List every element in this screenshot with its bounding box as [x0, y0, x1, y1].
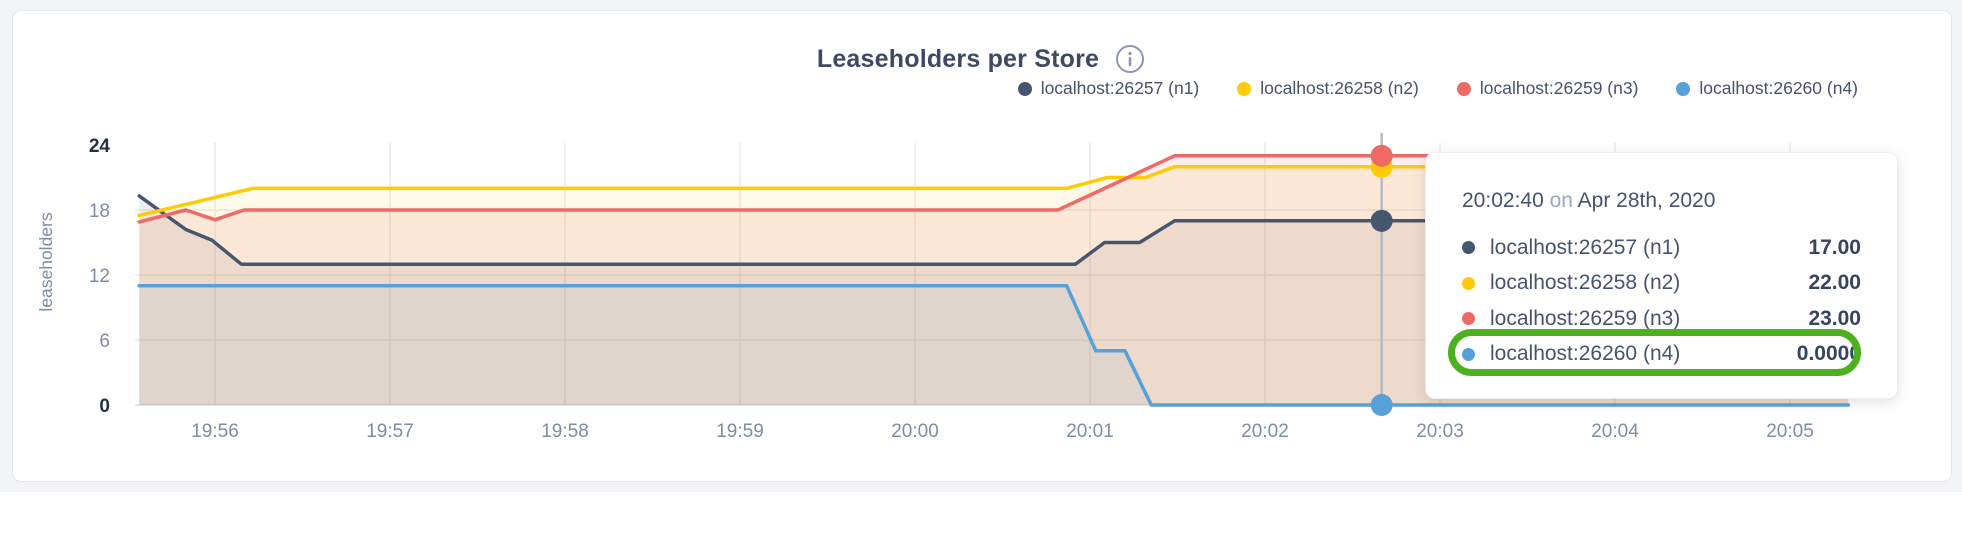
legend-dot-icon: [1676, 81, 1691, 96]
hover-point-dot: [1370, 144, 1393, 167]
svg-text:19:57: 19:57: [366, 421, 414, 442]
svg-text:19:58: 19:58: [541, 421, 589, 442]
info-icon[interactable]: [1115, 44, 1145, 74]
legend-item: localhost:26259 (n3): [1456, 78, 1639, 99]
legend-label: localhost:26258 (n2): [1260, 78, 1419, 98]
svg-text:6: 6: [99, 331, 110, 352]
legend-label: localhost:26259 (n3): [1479, 78, 1639, 98]
svg-text:24: 24: [89, 136, 111, 157]
tooltip-series-name: localhost:26260 (n4): [1490, 342, 1681, 366]
chart-title: Leaseholders per Store: [816, 44, 1100, 73]
legend-dot-icon: [1456, 81, 1471, 96]
tooltip-series-dot-icon: [1462, 276, 1475, 290]
tooltip-series-name: localhost:26259 (n3): [1490, 306, 1681, 330]
svg-text:20:02: 20:02: [1241, 421, 1289, 442]
tooltip-date: Apr 28th, 2020: [1577, 189, 1716, 212]
tooltip-row: localhost:26259 (n3) 23.00: [1462, 301, 1861, 337]
svg-text:20:03: 20:03: [1416, 421, 1464, 442]
annotation-highlight-oval: [1448, 329, 1861, 376]
tooltip-rows: localhost:26257 (n1) 17.00 localhost:26258…: [1462, 230, 1861, 372]
legend-item: localhost:26258 (n2): [1237, 78, 1419, 99]
tooltip-series-name: localhost:26257 (n1): [1490, 235, 1681, 259]
tooltip-series-value: 23.00: [1808, 306, 1861, 330]
tooltip-row: localhost:26258 (n2) 22.00: [1462, 266, 1861, 302]
svg-text:20:05: 20:05: [1766, 421, 1814, 442]
hover-point-dot: [1370, 209, 1393, 232]
legend-label: localhost:26257 (n1): [1040, 78, 1200, 98]
svg-text:18: 18: [89, 201, 110, 222]
tooltip-series-name: localhost:26258 (n2): [1490, 271, 1681, 295]
hover-point-dot: [1370, 394, 1393, 416]
tooltip-series-value: 17.00: [1808, 235, 1861, 259]
legend-label: localhost:26260 (n4): [1699, 78, 1858, 98]
legend: localhost:26257 (n1) localhost:26258 (n2)…: [1017, 78, 1858, 99]
legend-dot-icon: [1017, 81, 1032, 96]
tooltip-series-dot-icon: [1462, 241, 1475, 255]
svg-text:20:00: 20:00: [891, 421, 939, 442]
legend-dot-icon: [1237, 81, 1252, 96]
svg-text:12: 12: [89, 266, 110, 287]
tooltip-timestamp: 20:02:40 on Apr 28th, 2020: [1462, 189, 1861, 213]
svg-text:0: 0: [99, 396, 110, 417]
tooltip-on-word: on: [1549, 189, 1573, 212]
tooltip-series-value: 22.00: [1808, 271, 1861, 295]
chart-header: Leaseholders per Store: [0, 44, 1962, 74]
tooltip-time: 20:02:40: [1462, 189, 1544, 212]
legend-item: localhost:26257 (n1): [1017, 78, 1200, 99]
hover-tooltip: 20:02:40 on Apr 28th, 2020 localhost:262…: [1425, 152, 1898, 399]
tooltip-series-dot-icon: [1462, 312, 1475, 326]
svg-text:19:56: 19:56: [191, 421, 239, 442]
tooltip-row: localhost:26257 (n1) 17.00: [1462, 230, 1861, 266]
svg-text:20:04: 20:04: [1591, 421, 1639, 442]
svg-text:19:59: 19:59: [716, 421, 764, 442]
svg-text:20:01: 20:01: [1066, 421, 1114, 442]
legend-item: localhost:26260 (n4): [1676, 78, 1858, 99]
y-axis-title: leaseholders: [36, 212, 56, 311]
